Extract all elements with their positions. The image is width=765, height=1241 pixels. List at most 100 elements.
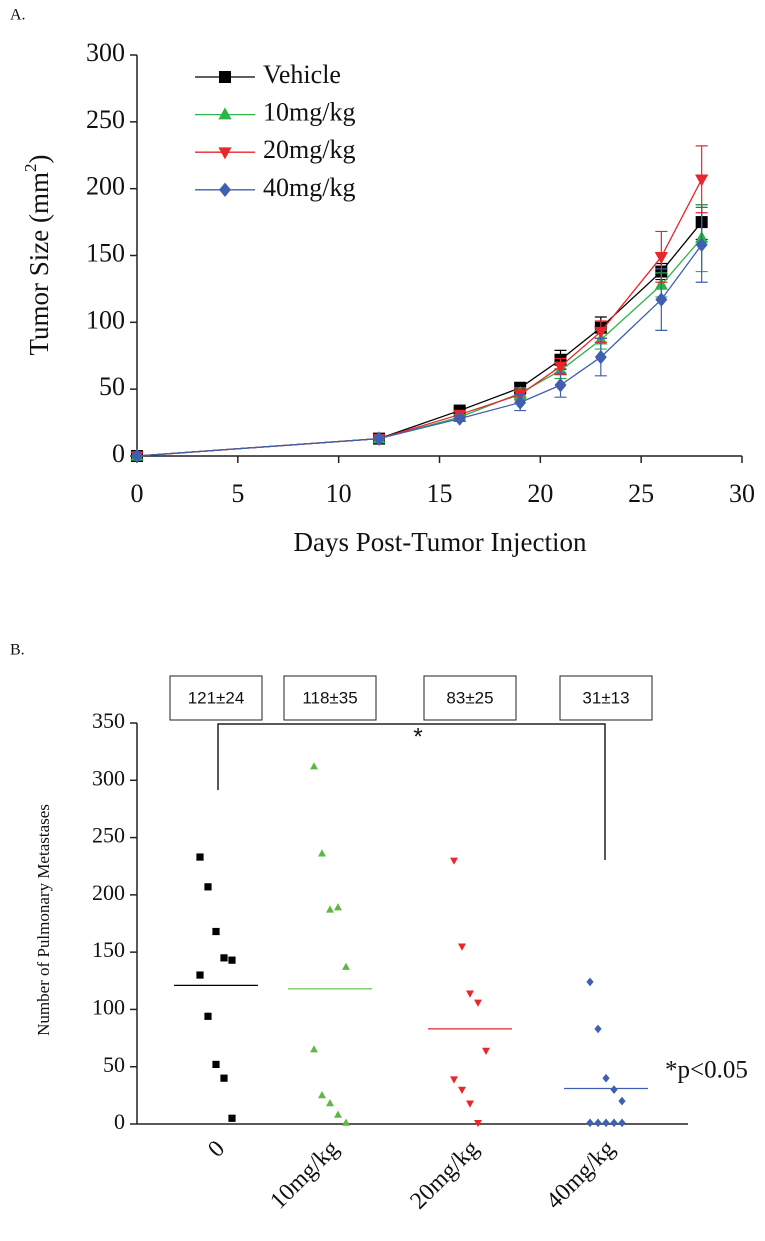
summary-box: [559, 675, 653, 721]
data-point: [212, 927, 220, 936]
y-tick-label: 0: [112, 439, 125, 468]
legend-label: 10mg/kg: [263, 98, 355, 127]
data-point: [474, 1119, 482, 1128]
data-point: [594, 349, 607, 365]
x-tick-label: 0: [131, 479, 144, 508]
y-tick-label: 50: [103, 1052, 125, 1077]
data-point: [450, 857, 458, 865]
data-point: [655, 292, 668, 307]
x-tick-label: 10mg/kg: [265, 1136, 344, 1215]
x-tick-label: 0: [203, 1136, 230, 1163]
data-point: [326, 1099, 334, 1107]
summary-label: 118±35: [302, 688, 357, 707]
data-point: [310, 1045, 318, 1053]
y-tick-label: 100: [92, 994, 125, 1019]
y-tick-label: 0: [114, 1109, 125, 1134]
y-tick-label: 150: [86, 238, 125, 267]
x-tick-label: 20: [527, 479, 553, 508]
data-point: [204, 883, 212, 891]
data-point: [453, 411, 466, 426]
data-point: [458, 1086, 466, 1094]
data-point: [131, 448, 143, 464]
data-point: [514, 395, 527, 410]
data-point: [610, 1085, 618, 1094]
data-point: [220, 954, 228, 962]
x-tick-label: 30: [729, 479, 755, 508]
y-tick-label: 200: [86, 172, 125, 201]
data-point: [310, 762, 318, 770]
significance-bracket: [217, 723, 606, 860]
summary-label: 31±13: [582, 688, 629, 707]
data-point: [602, 1118, 610, 1128]
data-point: [196, 853, 204, 861]
x-axis-title: Days Post-Tumor Injection: [293, 527, 587, 557]
panel-label: A.: [10, 7, 26, 24]
data-point: [594, 1118, 602, 1128]
data-point: [610, 1118, 618, 1128]
summary-box: [283, 675, 377, 721]
panel-label: B.: [10, 642, 25, 659]
data-point: [204, 1012, 212, 1020]
legend-marker: [219, 182, 231, 197]
x-tick-label: 40mg/kg: [541, 1136, 620, 1215]
data-point: [586, 977, 594, 987]
data-point: [466, 990, 474, 998]
data-point: [220, 1074, 228, 1082]
legend-marker: [218, 147, 232, 160]
data-point: [602, 1073, 610, 1083]
data-point: [594, 1024, 602, 1034]
x-tick-label: 25: [628, 479, 654, 508]
data-point: [228, 956, 236, 964]
x-tick-label: 15: [427, 479, 453, 508]
legend-label: 20mg/kg: [263, 135, 355, 164]
data-point: [318, 1091, 326, 1099]
x-tick-label: 5: [231, 479, 244, 508]
data-point: [373, 431, 385, 446]
data-point: [466, 1100, 474, 1108]
y-axis-title-sup: 2: [21, 163, 40, 172]
legend-label: 40mg/kg: [263, 173, 355, 202]
series-line: [136, 179, 703, 457]
annotation: *p<0.05: [665, 1057, 748, 1084]
y-tick-label: 150: [92, 937, 125, 962]
summary-box: [169, 675, 263, 721]
y-tick-label: 200: [92, 880, 125, 905]
data-point: [196, 971, 204, 979]
data-point: [695, 174, 709, 187]
summary-label: 83±25: [446, 688, 493, 707]
y-tick-label: 250: [92, 823, 125, 848]
data-point: [342, 1118, 350, 1126]
data-point: [482, 1047, 490, 1055]
data-point: [618, 1118, 626, 1128]
y-tick-label: 50: [99, 372, 125, 401]
y-axis-title-text: ): [24, 154, 54, 163]
data-point: [458, 943, 466, 951]
y-axis-title-text: Tumor Size (mm: [24, 172, 54, 356]
data-point: [618, 1096, 626, 1106]
data-point: [326, 905, 334, 913]
legend-marker: [219, 71, 231, 83]
data-point: [342, 962, 350, 970]
summary-label: 121±24: [188, 688, 245, 707]
data-point: [586, 1118, 594, 1128]
y-tick-label: 350: [92, 708, 125, 733]
data-point: [334, 1110, 342, 1118]
data-point: [450, 1076, 458, 1084]
series-line: [136, 244, 703, 457]
y-tick-label: 100: [86, 305, 125, 334]
data-point: [334, 903, 342, 911]
data-point: [554, 377, 567, 393]
series-line: [136, 237, 703, 457]
data-point: [318, 849, 326, 857]
y-axis-title: Tumor Size (mm2): [21, 154, 54, 355]
data-point: [553, 361, 568, 374]
legend-label: Vehicle: [263, 60, 341, 89]
x-tick-label: 20mg/kg: [405, 1136, 484, 1215]
series-line: [136, 221, 703, 457]
data-point: [695, 237, 708, 253]
data-point: [594, 326, 608, 339]
y-tick-label: 300: [92, 765, 125, 790]
legend-marker: [218, 107, 232, 120]
y-tick-label: 300: [86, 38, 125, 67]
